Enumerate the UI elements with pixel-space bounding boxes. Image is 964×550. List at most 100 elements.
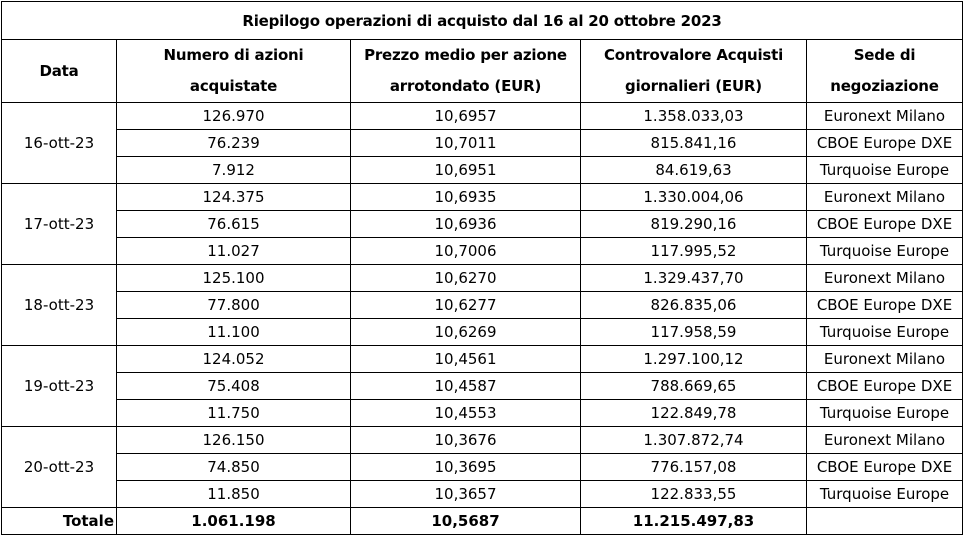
venue-cell: Turquoise Europe [805,156,964,184]
value-cell: 122.833,55 [580,480,807,508]
venue-cell: Euronext Milano [805,264,964,292]
header-price-line1: Prezzo medio per azione [364,46,567,64]
price-cell: 10,6935 [350,183,581,211]
table-title: Riepilogo operazioni di acquisto dal 16 … [0,1,964,40]
value-cell: 1.307.872,74 [580,426,807,454]
date-cell: 18-ott-23 [1,264,117,346]
header-venue-line2: negoziazione [830,77,939,95]
venue-cell: Euronext Milano [805,102,964,130]
total-price: 10,5687 [350,507,581,535]
venue-cell: Euronext Milano [805,183,964,211]
table-body: Riepilogo operazioni di acquisto dal 16 … [0,1,964,535]
table-row: 18-ott-23 125.100 10,6270 1.329.437,70 Euron… [1,264,964,346]
price-cell: 10,6957 [350,102,581,130]
shares-cell: 11.750 [116,399,351,427]
title-row: Riepilogo operazioni di acquisto dal 16 … [0,1,964,40]
shares-cell: 76.615 [116,210,351,238]
price-cell: 10,3657 [350,480,581,508]
table-row: 20-ott-23 126.150 10,3676 1.307.872,74 Euron… [1,426,964,508]
venue-cell: Turquoise Europe [805,237,964,265]
shares-cell: 124.375 [116,183,351,211]
total-venue [805,507,964,535]
table-row: 7.912 10,6951 84.619,63 Turquoise Europe [2,156,964,184]
purchase-summary-table: Riepilogo operazioni di acquisto dal 16 … [0,1,964,535]
date-cell: 16-ott-23 [1,102,117,184]
total-row: Totale 1.061.198 10,5687 11.215.497,83 [1,507,964,535]
venue-cell: Euronext Milano [805,426,964,454]
header-shares: Numero di azioni acquistate [116,39,351,103]
value-cell: 84.619,63 [580,156,807,184]
value-cell: 1.297.100,12 [580,345,807,373]
shares-cell: 126.150 [116,426,351,454]
date-cell: 17-ott-23 [1,183,117,265]
shares-cell: 74.850 [116,453,351,481]
price-cell: 10,6277 [350,291,581,319]
header-value-line1: Controvalore Acquisti [603,46,784,64]
value-cell: 776.157,08 [580,453,807,481]
price-cell: 10,6936 [350,210,581,238]
table-row: 11.750 10,4553 122.849,78 Turquoise Europe [2,399,964,427]
venue-cell: Turquoise Europe [805,399,964,427]
table-row: 11.100 10,6269 117.958,59 Turquoise Europe [2,318,964,346]
value-cell: 826.835,06 [580,291,807,319]
shares-cell: 76.239 [116,129,351,157]
total-label: Totale [1,507,117,535]
table-row: 75.408 10,4587 788.669,65 CBOE Europe DXE [2,372,964,400]
venue-cell: CBOE Europe DXE [805,129,964,157]
price-cell: 10,7011 [350,129,581,157]
header-price: Prezzo medio per azione arrotondato (EUR… [350,39,581,103]
venue-cell: Euronext Milano [805,345,964,373]
table-row: 76.239 10,7011 815.841,16 CBOE Europe DXE [2,129,964,157]
header-date: Data [1,39,117,103]
shares-cell: 125.100 [116,264,351,292]
value-cell: 1.330.004,06 [580,183,807,211]
value-cell: 788.669,65 [580,372,807,400]
table-row: 77.800 10,6277 826.835,06 CBOE Europe DXE [2,291,964,319]
value-cell: 1.358.033,03 [580,102,807,130]
price-cell: 10,7006 [350,237,581,265]
venue-cell: Turquoise Europe [805,318,964,346]
price-cell: 10,4553 [350,399,581,427]
value-cell: 819.290,16 [580,210,807,238]
value-cell: 815.841,16 [580,129,807,157]
shares-cell: 7.912 [116,156,351,184]
table-row: 11.850 10,3657 122.833,55 Turquoise Europe [2,480,964,508]
header-value-line2: giornalieri (EUR) [625,77,762,95]
table-row: 11.027 10,7006 117.995,52 Turquoise Europe [2,237,964,265]
table-row: 17-ott-23 124.375 10,6935 1.330.004,06 Euron… [1,183,964,265]
price-cell: 10,6269 [350,318,581,346]
price-cell: 10,6270 [350,264,581,292]
venue-cell: Turquoise Europe [805,480,964,508]
value-cell: 117.958,59 [580,318,807,346]
shares-cell: 11.850 [116,480,351,508]
header-shares-line1: Numero di azioni [163,46,304,64]
header-price-line2: arrotondato (EUR) [389,77,542,95]
shares-cell: 77.800 [116,291,351,319]
price-cell: 10,4587 [350,372,581,400]
total-value: 11.215.497,83 [580,507,807,535]
shares-cell: 75.408 [116,372,351,400]
shares-cell: 11.027 [116,237,351,265]
header-row: Data Numero di azioni acquistate Prezzo … [1,39,964,103]
shares-cell: 126.970 [116,102,351,130]
value-cell: 122.849,78 [580,399,807,427]
shares-cell: 124.052 [116,345,351,373]
price-cell: 10,4561 [350,345,581,373]
price-cell: 10,6951 [350,156,581,184]
header-value: Controvalore Acquisti giornalieri (EUR) [580,39,807,103]
venue-cell: CBOE Europe DXE [805,210,964,238]
total-shares: 1.061.198 [116,507,351,535]
table-row: 74.850 10,3695 776.157,08 CBOE Europe DXE [2,453,964,481]
header-venue: Sede di negoziazione [805,39,964,103]
table-row: 19-ott-23 124.052 10,4561 1.297.100,12 Euron… [1,345,964,427]
date-cell: 20-ott-23 [1,426,117,508]
table-row: 76.615 10,6936 819.290,16 CBOE Europe DXE [2,210,964,238]
price-cell: 10,3676 [350,426,581,454]
date-cell: 19-ott-23 [1,345,117,427]
header-shares-line2: acquistate [189,77,278,95]
value-cell: 1.329.437,70 [580,264,807,292]
venue-cell: CBOE Europe DXE [805,291,964,319]
venue-cell: CBOE Europe DXE [805,453,964,481]
value-cell: 117.995,52 [580,237,807,265]
shares-cell: 11.100 [116,318,351,346]
